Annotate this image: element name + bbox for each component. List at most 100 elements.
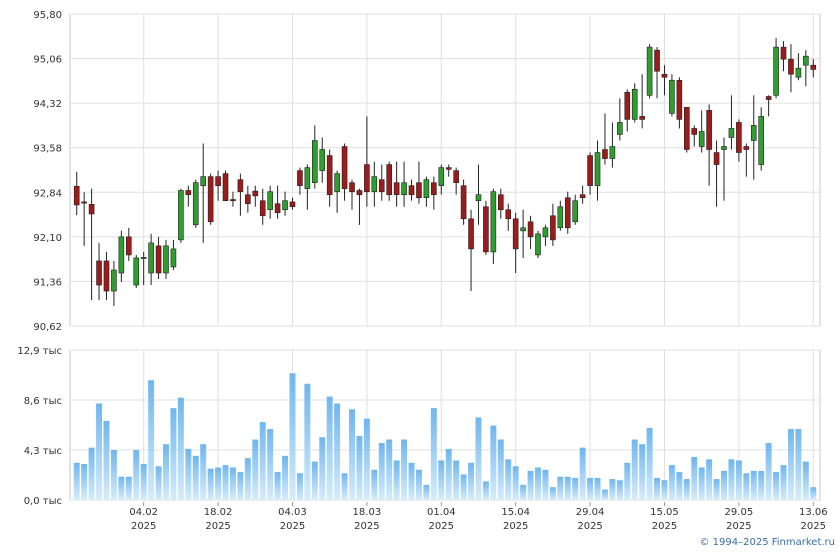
volume-bar <box>81 463 88 500</box>
x-tick-label: 04.03 <box>278 507 307 518</box>
candle-body <box>557 206 564 229</box>
y-tick-label: 95,06 <box>33 55 62 66</box>
candle-body <box>750 125 757 141</box>
candle-body <box>259 200 266 217</box>
candle-body <box>393 182 400 195</box>
candle-body <box>691 128 698 135</box>
candle-body <box>736 122 742 153</box>
candle-body <box>520 227 526 232</box>
volume-bar <box>542 469 549 500</box>
volume-bar <box>140 463 147 500</box>
volume-bar <box>460 474 467 500</box>
volume-bar <box>661 480 668 500</box>
volume-bar <box>609 479 616 500</box>
volume-bar <box>594 477 601 500</box>
volume-bar <box>780 465 787 500</box>
candle-body <box>267 191 273 211</box>
volume-bar <box>564 476 571 500</box>
volume-bar <box>378 443 385 500</box>
candle-body <box>416 182 422 199</box>
volume-bar <box>170 408 177 500</box>
y-tick-label: 90,62 <box>33 322 62 333</box>
candle-body <box>118 236 125 274</box>
volume-bar <box>728 459 735 500</box>
volume-bar <box>639 444 646 500</box>
candle-body <box>483 206 489 253</box>
x-tick-year: 2025 <box>429 521 454 532</box>
candle-body <box>148 242 154 274</box>
volume-bar <box>691 456 698 500</box>
candle-body <box>178 190 184 241</box>
volume-bar <box>125 476 132 500</box>
candle-body <box>460 185 467 220</box>
candle-body <box>140 257 147 259</box>
candle-body <box>356 190 363 195</box>
volume-bar <box>274 472 281 500</box>
volume-bar <box>237 472 244 500</box>
volume-bar <box>319 437 326 500</box>
candle-body <box>103 260 110 292</box>
volume-bar <box>601 489 608 500</box>
volume-bar <box>430 408 437 500</box>
volume-bar <box>363 418 370 500</box>
volume-bar <box>88 447 95 500</box>
volume-bar <box>438 460 445 500</box>
candle-body <box>326 155 333 195</box>
volume-bar <box>683 479 690 500</box>
x-tick-label: 18.02 <box>204 507 233 518</box>
volume-bar <box>654 477 661 500</box>
candle-body <box>371 176 378 192</box>
y-tick-label: 91,36 <box>33 277 62 288</box>
volume-bar <box>267 429 274 500</box>
volume-bar <box>282 455 289 500</box>
volume-bar <box>735 460 742 500</box>
volume-bar <box>401 439 408 500</box>
volume-bar <box>215 467 222 500</box>
candle-body <box>297 170 303 186</box>
volume-bar <box>155 466 162 500</box>
y-tick-label: 0,0 тыс <box>24 496 62 507</box>
volume-bar <box>110 450 117 500</box>
volume-bar <box>482 481 489 500</box>
candle-body <box>527 221 534 238</box>
volume-bar <box>252 439 259 500</box>
volume-bar <box>334 403 341 500</box>
volume-bar <box>259 422 266 500</box>
candle-body <box>810 64 817 70</box>
candle-body <box>215 176 221 186</box>
x-tick-year: 2025 <box>801 521 826 532</box>
x-tick-year: 2025 <box>280 521 305 532</box>
x-tick-label: 13.06 <box>799 507 828 518</box>
volume-bar <box>549 487 556 500</box>
candle-body <box>587 155 593 186</box>
volume-bar <box>349 409 355 500</box>
candle-body <box>765 96 772 100</box>
candle-body <box>73 185 80 206</box>
volume-bar <box>512 466 519 500</box>
candle-body <box>468 218 474 250</box>
volume-bar <box>177 397 184 500</box>
candle-body <box>564 197 571 229</box>
candle-body <box>661 73 668 78</box>
candle-body <box>401 182 407 195</box>
candle-body <box>423 179 430 199</box>
candle-body <box>378 179 385 192</box>
candle-body <box>334 173 340 192</box>
price-frame <box>69 13 821 327</box>
candle-body <box>646 46 653 96</box>
copyright: © 1994–2025 Finmarket.ru <box>699 537 835 548</box>
candle-body <box>185 190 192 195</box>
volume-bar <box>706 459 713 500</box>
volume-bar <box>296 473 303 500</box>
volume-bar <box>572 477 579 500</box>
candle-body <box>676 79 683 120</box>
candle-body <box>631 88 638 120</box>
x-tick-label: 04.02 <box>129 507 158 518</box>
volume-bar <box>445 448 452 500</box>
volume-bar <box>200 444 207 500</box>
candle-body <box>96 260 102 286</box>
candle-body <box>453 170 459 183</box>
y-tick-label: 8,6 тыс <box>24 396 62 407</box>
